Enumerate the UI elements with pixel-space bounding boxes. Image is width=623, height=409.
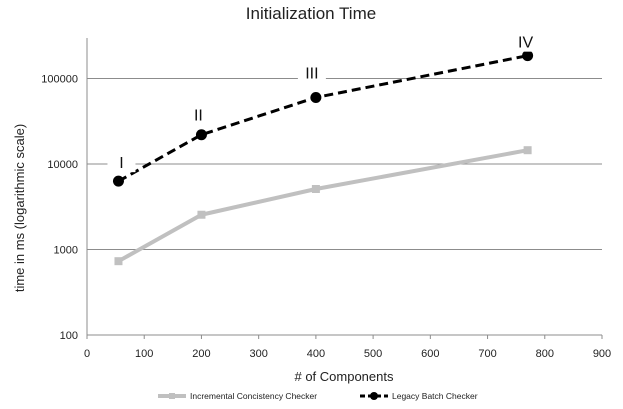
point-label: III xyxy=(305,65,318,82)
axes xyxy=(86,38,603,339)
x-tick-label: 400 xyxy=(307,348,325,360)
point-label-bg xyxy=(511,33,540,52)
data-point xyxy=(310,91,322,103)
x-tick-label: 800 xyxy=(536,348,554,360)
y-tick-label: 100 xyxy=(60,330,78,342)
series-line xyxy=(117,148,528,263)
x-axis-label: # of Components xyxy=(294,369,394,384)
data-point xyxy=(197,210,206,219)
legend-label: Legacy Batch Checker xyxy=(392,391,478,401)
y-tick-labels: 100 1000 10000 100000 xyxy=(41,74,78,343)
x-tick-label: 0 xyxy=(84,348,90,360)
y-tick-label: 100000 xyxy=(41,74,78,86)
x-tick-label: 600 xyxy=(421,348,439,360)
chart-title: Initialization Time xyxy=(246,4,376,23)
series-line xyxy=(117,54,528,183)
data-point xyxy=(522,50,534,62)
point-label-bg xyxy=(184,106,213,125)
point-label: II xyxy=(194,108,203,125)
data-point xyxy=(195,129,207,141)
x-tick-label: 200 xyxy=(192,348,210,360)
x-tick-label: 700 xyxy=(478,348,496,360)
data-point xyxy=(523,146,532,155)
y-tick-label: 1000 xyxy=(54,245,78,257)
y-tick-label: 10000 xyxy=(47,159,78,171)
data-point xyxy=(114,257,123,266)
point-label: I xyxy=(119,155,123,172)
x-tick-label: 300 xyxy=(249,348,267,360)
x-tick-label: 900 xyxy=(593,348,611,360)
legend-swatch-marker xyxy=(169,393,175,399)
legend-label: Incremental Concistency Checker xyxy=(190,391,317,401)
point-label-bg xyxy=(297,64,326,83)
data-point xyxy=(311,185,320,194)
legend-swatch-marker xyxy=(370,392,378,400)
gridlines xyxy=(87,78,602,250)
series-layer xyxy=(112,50,534,266)
legend: Incremental Concistency Checker Legacy Ba… xyxy=(158,391,478,401)
x-tick-label: 500 xyxy=(364,348,382,360)
x-tick-label: 100 xyxy=(135,348,153,360)
point-label: IV xyxy=(518,35,533,52)
data-point xyxy=(112,175,124,187)
y-axis-label: time in ms (logarithmic scale) xyxy=(12,124,27,292)
x-tick-labels: 0 100 200 300 400 500 600 700 800 900 xyxy=(84,348,611,360)
point-label-bg xyxy=(107,154,136,173)
